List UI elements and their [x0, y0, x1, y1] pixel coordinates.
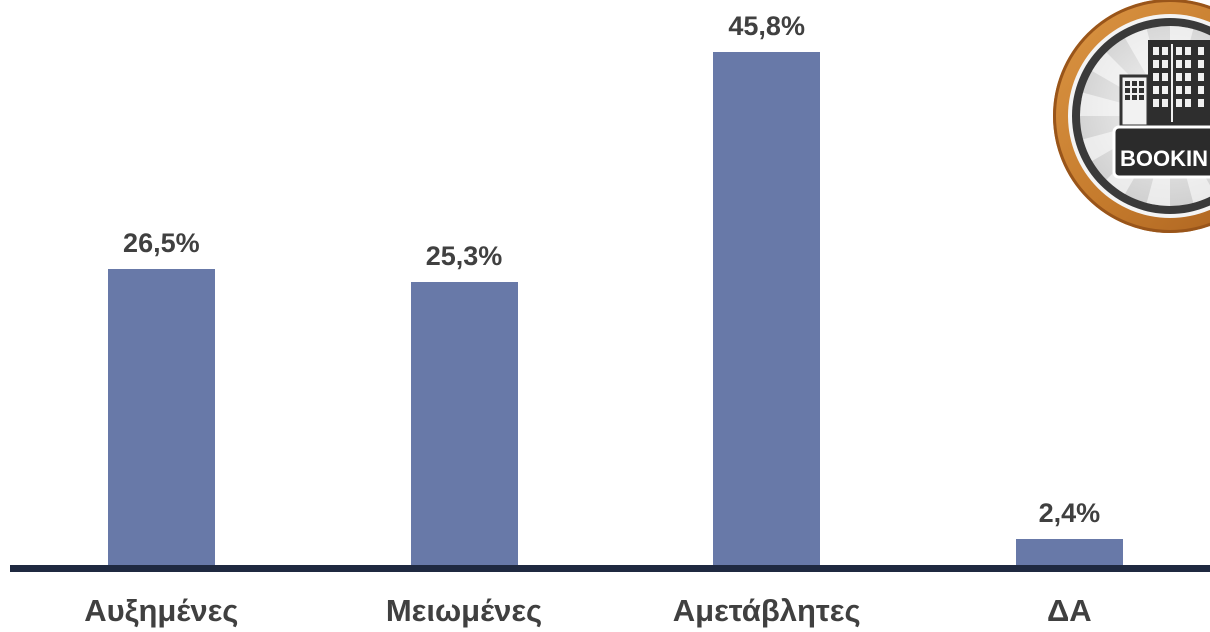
value-label-3: 45,8% — [728, 11, 805, 42]
small-building-windows — [1125, 81, 1144, 100]
x-axis-line — [10, 565, 1210, 572]
logo-outer-ring-edge — [1053, 0, 1210, 233]
value-label-1: 26,5% — [123, 227, 200, 258]
bar-3 — [713, 52, 821, 566]
booking-logo: BOOKIN — [1053, 0, 1210, 233]
category-label-4: ΔΑ — [1047, 593, 1092, 628]
bar-4 — [1015, 539, 1123, 566]
category-label-1: Αυξημένες — [84, 593, 239, 628]
value-label-4: 2,4% — [1038, 498, 1101, 529]
tall-building-windows — [1153, 44, 1204, 122]
logo-text: BOOKIN — [1120, 146, 1208, 171]
hotel-building-icon — [1119, 40, 1210, 128]
category-label-2: Μειωμένες — [385, 593, 543, 628]
bar-2 — [410, 282, 518, 566]
logo-banner: BOOKIN — [1112, 125, 1210, 179]
category-label-3: Αμετάβλητες — [672, 593, 861, 628]
logo-banner-plate — [1112, 125, 1210, 179]
value-label-2: 25,3% — [425, 241, 503, 272]
bar-1 — [107, 268, 215, 566]
